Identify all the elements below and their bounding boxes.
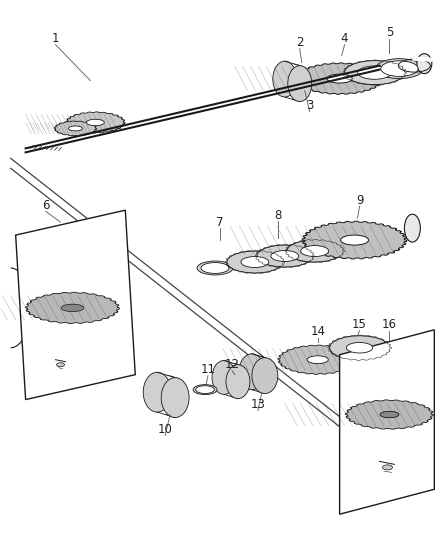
Text: 13: 13 <box>251 398 265 411</box>
Text: 6: 6 <box>42 199 49 212</box>
Text: 9: 9 <box>356 193 363 207</box>
Ellipse shape <box>143 372 171 412</box>
Ellipse shape <box>68 126 82 131</box>
Text: 11: 11 <box>201 363 215 376</box>
Ellipse shape <box>197 261 233 275</box>
Ellipse shape <box>196 386 214 393</box>
Text: 10: 10 <box>158 423 173 436</box>
Ellipse shape <box>227 251 283 273</box>
Ellipse shape <box>345 61 404 85</box>
Text: 5: 5 <box>386 26 393 39</box>
Ellipse shape <box>241 256 269 268</box>
Polygon shape <box>54 121 97 136</box>
Ellipse shape <box>271 251 299 262</box>
Ellipse shape <box>212 360 236 394</box>
Polygon shape <box>302 221 407 259</box>
Text: 3: 3 <box>306 99 314 112</box>
Ellipse shape <box>307 356 328 364</box>
Ellipse shape <box>64 305 81 311</box>
Ellipse shape <box>382 465 392 470</box>
Polygon shape <box>16 210 135 400</box>
Ellipse shape <box>327 74 352 83</box>
Ellipse shape <box>330 336 389 360</box>
Ellipse shape <box>288 66 312 101</box>
Text: 4: 4 <box>341 32 348 45</box>
Polygon shape <box>346 400 433 429</box>
Polygon shape <box>25 292 119 324</box>
Ellipse shape <box>417 54 432 74</box>
Ellipse shape <box>358 66 391 79</box>
Text: 16: 16 <box>382 318 397 332</box>
Ellipse shape <box>201 263 229 273</box>
Polygon shape <box>278 345 357 374</box>
Ellipse shape <box>57 362 64 367</box>
Text: 15: 15 <box>352 318 367 332</box>
Ellipse shape <box>287 240 343 262</box>
Ellipse shape <box>193 385 217 394</box>
Text: 2: 2 <box>296 36 304 49</box>
Ellipse shape <box>252 358 278 393</box>
Polygon shape <box>339 330 434 514</box>
Polygon shape <box>296 63 384 94</box>
Text: 7: 7 <box>216 216 224 229</box>
Ellipse shape <box>86 119 104 126</box>
Ellipse shape <box>341 235 368 245</box>
Ellipse shape <box>257 245 313 267</box>
Polygon shape <box>66 112 125 133</box>
Ellipse shape <box>301 246 328 256</box>
Ellipse shape <box>380 411 399 417</box>
Ellipse shape <box>61 304 84 312</box>
Ellipse shape <box>375 59 424 78</box>
Ellipse shape <box>161 378 189 417</box>
Ellipse shape <box>381 61 418 76</box>
Ellipse shape <box>226 365 250 399</box>
Ellipse shape <box>380 411 399 418</box>
Text: 8: 8 <box>274 208 282 222</box>
Ellipse shape <box>346 343 373 353</box>
Text: 1: 1 <box>52 32 59 45</box>
Text: 12: 12 <box>224 358 240 371</box>
Ellipse shape <box>239 354 265 390</box>
Ellipse shape <box>273 61 297 97</box>
Text: 14: 14 <box>310 325 325 338</box>
Ellipse shape <box>404 214 420 242</box>
